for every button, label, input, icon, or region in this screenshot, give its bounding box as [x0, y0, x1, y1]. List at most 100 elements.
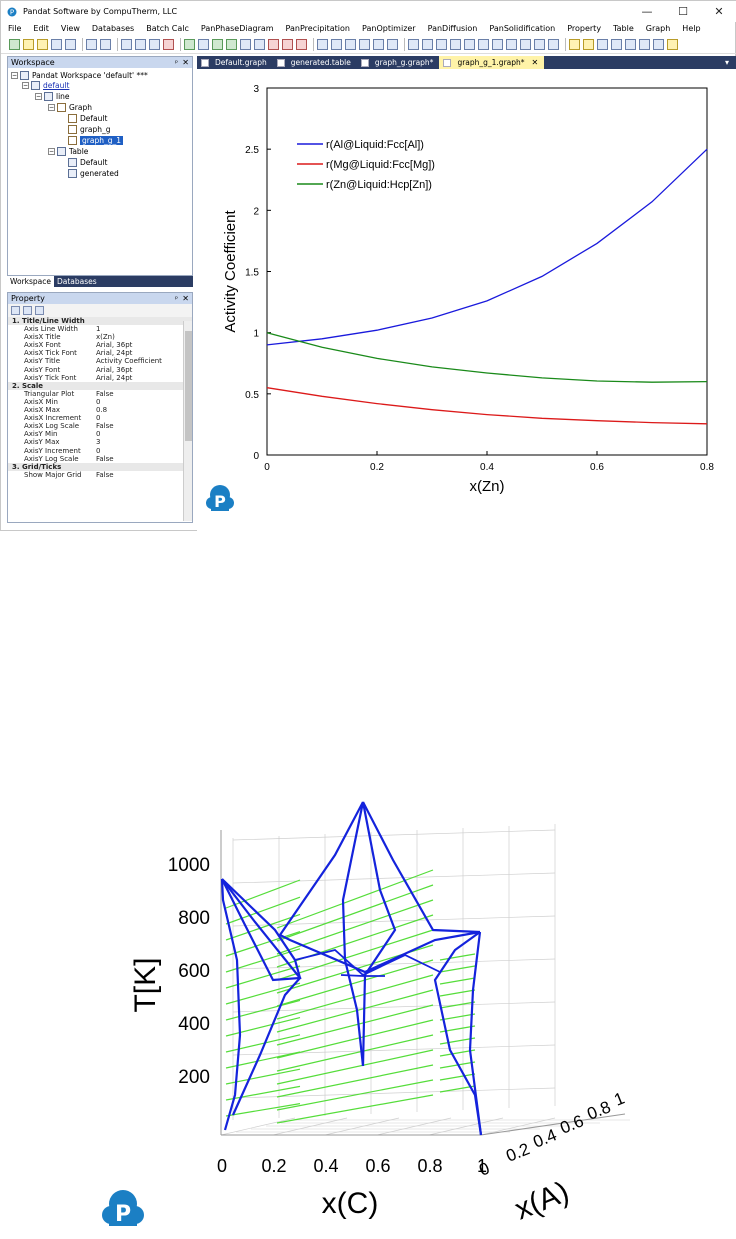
binary-diagram-icon[interactable] — [240, 38, 251, 50]
property-category[interactable]: 2. Scale — [8, 381, 192, 390]
property-value[interactable]: 1 — [96, 325, 101, 334]
close-button[interactable]: ✕ — [714, 5, 724, 18]
save-all-icon[interactable] — [65, 38, 76, 50]
property-category[interactable]: 1. Title/Line Width — [8, 317, 192, 326]
property-row[interactable]: AxisX Title x(Zn) — [8, 333, 192, 341]
close-tab-icon[interactable]: ✕ — [531, 58, 539, 67]
color-icon[interactable] — [534, 38, 545, 50]
property-value[interactable]: 0 — [96, 430, 101, 439]
delete-icon[interactable] — [163, 38, 174, 50]
property-pages-icon[interactable] — [35, 306, 44, 315]
maximize-button[interactable]: ☐ — [678, 5, 688, 18]
close-icon[interactable]: ✕ — [182, 294, 189, 303]
menu-panprecipitation[interactable]: PanPrecipitation — [285, 24, 350, 33]
property-value[interactable]: 0 — [96, 414, 101, 423]
menu-table[interactable]: Table — [613, 24, 634, 33]
alphabetical-icon[interactable] — [23, 306, 32, 315]
tree-table-default[interactable]: Default — [68, 158, 107, 167]
menu-help[interactable]: Help — [682, 24, 701, 33]
new-workspace-icon[interactable] — [9, 38, 20, 50]
property-row[interactable]: AxisY Max 3 — [8, 438, 192, 446]
tab-graph-g[interactable]: graph_g.graph* — [357, 56, 440, 69]
property-row[interactable]: AxisY Title Activity Coefficient — [8, 357, 192, 365]
tree-node-root[interactable]: − Pandat Workspace 'default' *** — [11, 71, 148, 80]
property-row[interactable]: AxisY Increment 0 — [8, 447, 192, 455]
text-icon[interactable] — [653, 38, 664, 50]
data-point-icon[interactable] — [625, 38, 636, 50]
legend-icon[interactable] — [478, 38, 489, 50]
property-row[interactable]: AxisY Min 0 — [8, 430, 192, 438]
property-row[interactable]: AxisX Increment 0 — [8, 414, 192, 422]
zoom-fit-icon[interactable] — [387, 38, 398, 50]
property-value[interactable]: Arial, 24pt — [96, 349, 133, 358]
pin-icon[interactable]: ᵖ — [175, 294, 178, 303]
property-value[interactable]: Arial, 36pt — [96, 341, 133, 350]
collapse-icon[interactable]: − — [35, 93, 42, 100]
tree-node-project[interactable]: − default — [22, 81, 69, 90]
tab-default-graph[interactable]: Default.graph — [197, 56, 273, 69]
property-value[interactable]: 0 — [96, 446, 101, 455]
categorized-icon[interactable] — [11, 306, 20, 315]
property-value[interactable]: 0.8 — [96, 406, 108, 415]
tree-graph-g1[interactable]: graph_g_1 — [68, 136, 123, 145]
save-icon[interactable] — [51, 38, 62, 50]
layout-icon[interactable] — [408, 38, 419, 50]
property-row[interactable]: AxisY Tick Font Arial, 24pt — [8, 374, 192, 382]
activity-coefficient-chart[interactable]: 0 0.2 0.4 0.6 0.8 0 0.5 1 1.5 2 2.5 3 x(Zn) Activity … — [197, 69, 736, 531]
property-row[interactable]: Axis Line Width 1 — [8, 325, 192, 333]
menu-pansolidification[interactable]: PanSolidification — [489, 24, 556, 33]
pan-icon[interactable] — [611, 38, 622, 50]
chart-options-icon[interactable] — [464, 38, 475, 50]
paste-icon[interactable] — [149, 38, 160, 50]
menu-view[interactable]: View — [60, 24, 80, 33]
calc-section-icon[interactable] — [212, 38, 223, 50]
calc-solidification-icon[interactable] — [226, 38, 237, 50]
import-icon[interactable] — [450, 38, 461, 50]
property-row[interactable]: Triangular Plot False — [8, 390, 192, 398]
print-preview-icon[interactable] — [86, 38, 97, 50]
property-category[interactable]: 3. Grid/Ticks — [8, 462, 192, 471]
property-row[interactable]: AxisX Max 0.8 — [8, 406, 192, 414]
grid-icon[interactable] — [345, 38, 356, 50]
property-row[interactable]: AxisY Font Arial, 36pt — [8, 366, 192, 374]
symbol-icon[interactable] — [520, 38, 531, 50]
property-value[interactable]: Arial, 24pt — [96, 373, 133, 382]
calc-line-icon[interactable] — [198, 38, 209, 50]
menu-edit[interactable]: Edit — [33, 24, 49, 33]
menu-panphasediagram[interactable]: PanPhaseDiagram — [200, 24, 274, 33]
property-value[interactable]: Arial, 36pt — [96, 365, 133, 374]
property-value[interactable]: False — [96, 389, 114, 398]
open-folder-icon[interactable] — [37, 38, 48, 50]
list-icon[interactable] — [639, 38, 650, 50]
table-icon[interactable] — [317, 38, 328, 50]
graph-icon[interactable] — [331, 38, 342, 50]
menu-property[interactable]: Property — [567, 24, 602, 33]
collapse-icon[interactable]: − — [22, 82, 29, 89]
copy-icon[interactable] — [135, 38, 146, 50]
collapse-icon[interactable]: − — [48, 148, 55, 155]
tab-dropdown-icon[interactable]: ▾ — [724, 58, 729, 67]
zoom-icon[interactable] — [597, 38, 608, 50]
property-row[interactable]: Show Major Grid False — [8, 471, 192, 479]
tree-graph-default[interactable]: Default — [68, 114, 107, 123]
property-row[interactable]: AxisX Font Arial, 36pt — [8, 341, 192, 349]
tab-generated-table[interactable]: generated.table — [273, 56, 357, 69]
label-icon[interactable] — [373, 38, 384, 50]
property-value[interactable]: False — [96, 470, 114, 479]
pencil-icon[interactable] — [667, 38, 678, 50]
select-pointer-icon[interactable] — [583, 38, 594, 50]
close-icon[interactable]: ✕ — [182, 58, 189, 67]
open-icon[interactable] — [23, 38, 34, 50]
calc-point-icon[interactable] — [184, 38, 195, 50]
menu-file[interactable]: File — [8, 24, 22, 33]
tab-workspace[interactable]: Workspace — [7, 276, 54, 287]
property-value[interactable]: False — [96, 454, 114, 463]
refresh-icon[interactable] — [548, 38, 559, 50]
property-value[interactable]: x(Zn) — [96, 333, 115, 342]
tree-table-generated[interactable]: generated — [68, 169, 119, 178]
menu-pandiffusion[interactable]: PanDiffusion — [427, 24, 478, 33]
tab-databases[interactable]: Databases — [57, 277, 97, 286]
property-row[interactable]: AxisY Log Scale False — [8, 455, 192, 463]
cut-icon[interactable] — [121, 38, 132, 50]
property-value[interactable]: Activity Coefficient — [96, 357, 162, 366]
